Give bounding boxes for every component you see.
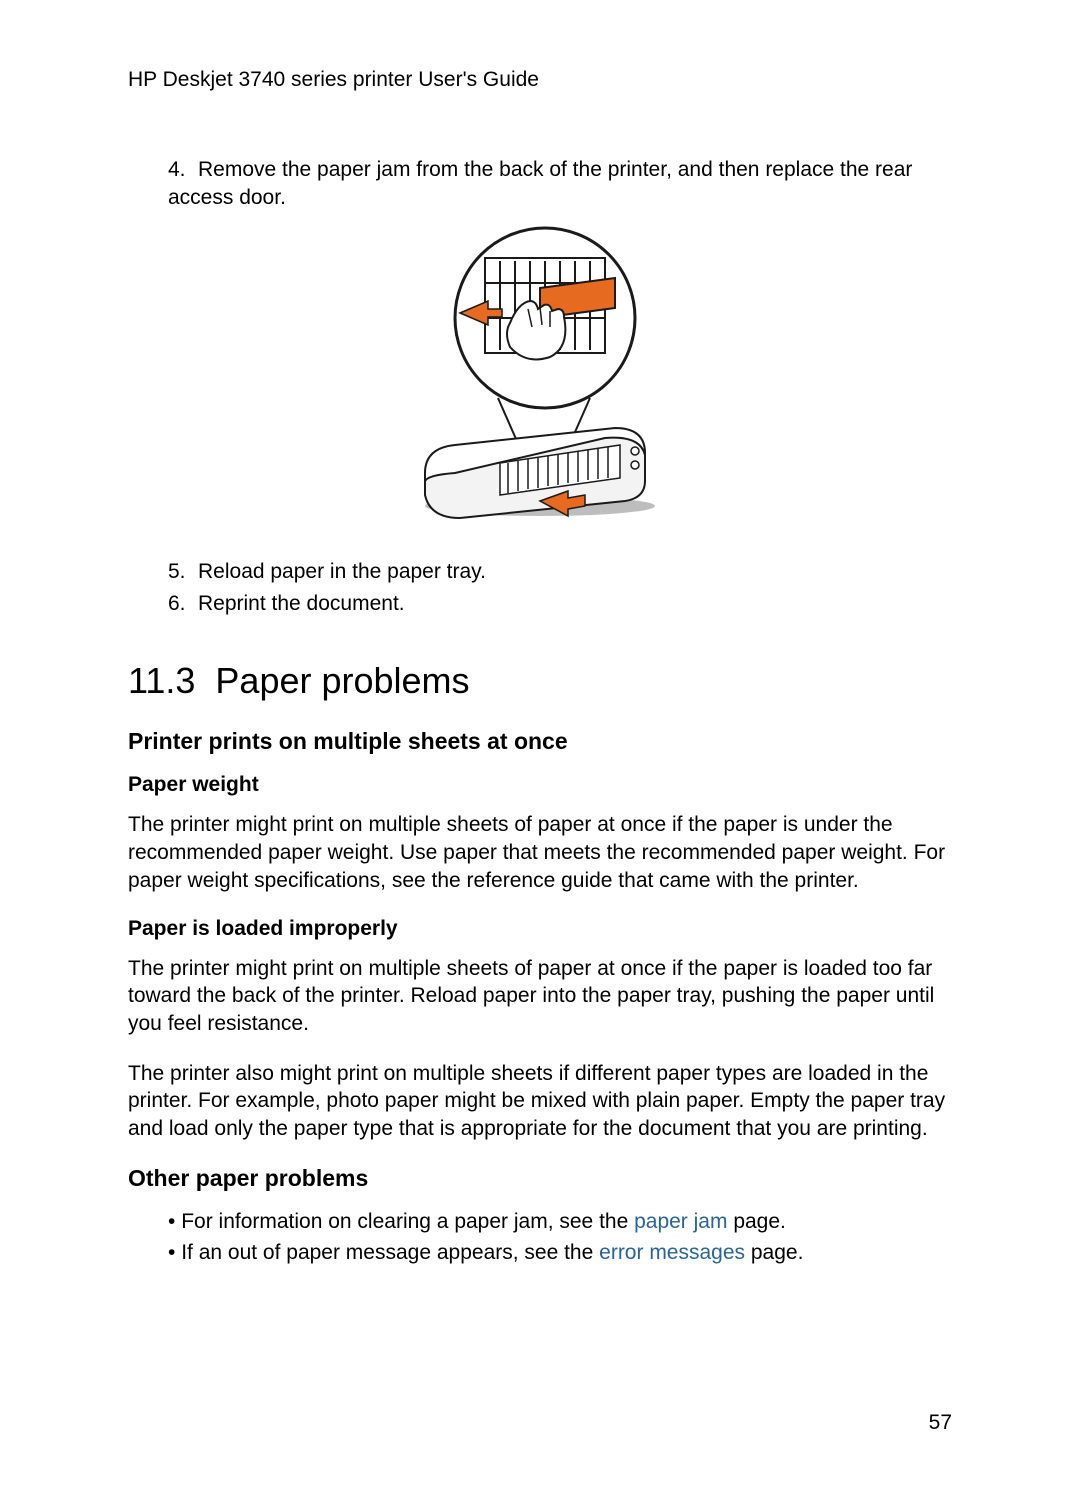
other-problems-list: For information on clearing a paper jam,…: [128, 1206, 952, 1269]
section-title: Paper problems: [215, 660, 469, 701]
steps-list: 4.Remove the paper jam from the back of …: [128, 156, 952, 213]
printer-body: [425, 428, 655, 518]
page-number: 57: [929, 1411, 952, 1435]
section-number: 11.3: [128, 660, 195, 701]
bullet-error-messages: If an out of paper message appears, see …: [168, 1237, 952, 1269]
para-mixed-types: The printer also might print on multiple…: [128, 1060, 952, 1143]
subheading-other-problems: Other paper problems: [128, 1165, 952, 1192]
step-text: Reload paper in the paper tray.: [198, 560, 486, 583]
bullet-text-pre: If an out of paper message appears, see …: [181, 1241, 599, 1264]
step-text: Reprint the document.: [198, 592, 405, 615]
bullet-text-post: page.: [745, 1241, 803, 1264]
step-6: 6.Reprint the document.: [168, 590, 952, 618]
para-loaded-improperly: The printer might print on multiple shee…: [128, 955, 952, 1038]
subsub-paper-weight: Paper weight: [128, 773, 952, 797]
subsub-loaded-improperly: Paper is loaded improperly: [128, 917, 952, 941]
doc-header: HP Deskjet 3740 series printer User's Gu…: [128, 68, 952, 92]
para-paper-weight: The printer might print on multiple shee…: [128, 811, 952, 894]
section-heading: 11.3 Paper problems: [128, 660, 952, 702]
step-5: 5.Reload paper in the paper tray.: [168, 558, 952, 586]
printer-figure: [128, 223, 952, 538]
steps-list-cont: 5.Reload paper in the paper tray. 6.Repr…: [128, 558, 952, 619]
step-num: 6.: [168, 590, 198, 618]
step-text: Remove the paper jam from the back of th…: [168, 158, 912, 209]
bullet-paper-jam: For information on clearing a paper jam,…: [168, 1206, 952, 1238]
subheading-multiple-sheets: Printer prints on multiple sheets at onc…: [128, 728, 952, 755]
step-4: 4.Remove the paper jam from the back of …: [168, 156, 952, 213]
link-error-messages[interactable]: error messages: [599, 1241, 745, 1264]
bullet-text-post: page.: [727, 1210, 785, 1233]
page: HP Deskjet 3740 series printer User's Gu…: [0, 0, 1080, 1495]
link-paper-jam[interactable]: paper jam: [634, 1210, 727, 1233]
step-num: 4.: [168, 156, 198, 184]
printer-illustration-svg: [390, 223, 690, 533]
step-num: 5.: [168, 558, 198, 586]
bullet-text-pre: For information on clearing a paper jam,…: [181, 1210, 634, 1233]
